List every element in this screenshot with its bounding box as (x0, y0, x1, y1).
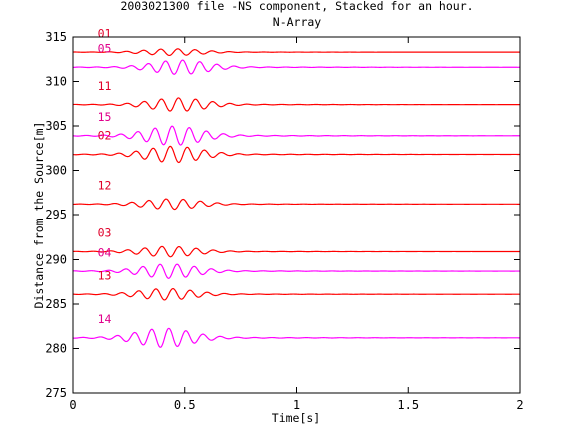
x-tick-label: 2 (516, 398, 523, 412)
trace-line-14 (72, 327, 521, 348)
y-tick-label: 290 (45, 253, 67, 267)
x-axis-label: Time[s] (272, 411, 320, 425)
trace-line-01 (72, 48, 520, 57)
trace-line-04 (72, 263, 520, 279)
y-tick-label: 285 (45, 297, 67, 311)
ticks-group: 275 280 285 290 295 300 305 310 315 0 0.5 1 1.5 2 (45, 30, 523, 412)
trace-line-12 (72, 198, 521, 211)
y-tick-label: 275 (45, 386, 67, 400)
plot-frame (72, 36, 521, 394)
trace-line-11 (72, 97, 521, 112)
trace-label-01: 01 (98, 26, 112, 40)
x-tick-label: 1 (293, 398, 300, 412)
trace-label-11: 11 (98, 79, 112, 93)
y-tick-label: 280 (45, 342, 67, 356)
trace-label-14: 14 (98, 312, 112, 326)
chart-subtitle: N-Array (273, 15, 322, 29)
trace-label-04: 04 (98, 245, 112, 259)
trace-line-03 (72, 245, 520, 258)
trace-line-13 (72, 288, 520, 301)
trace-line-15 (72, 125, 521, 146)
trace-line-05 (72, 59, 520, 75)
x-tick-label: 1.5 (397, 398, 419, 412)
y-tick-label: 300 (45, 164, 67, 178)
chart-title: 2003021300 file -NS component, Stacked f… (120, 0, 473, 13)
trace-label-12: 12 (98, 179, 112, 193)
trace-line-02 (72, 145, 521, 164)
y-tick-label: 305 (45, 119, 67, 133)
y-tick-label: 295 (45, 208, 67, 222)
x-tick-label: 0 (69, 398, 76, 412)
y-tick-label: 310 (45, 75, 67, 89)
trace-label-02: 02 (98, 129, 112, 143)
trace-label-13: 13 (98, 268, 112, 282)
trace-label-15: 15 (98, 110, 112, 124)
trace-label-05: 05 (98, 41, 112, 55)
x-tick-label: 0.5 (174, 398, 196, 412)
trace-label-03: 03 (98, 226, 112, 240)
y-axis-label: Distance from the Source[m] (32, 122, 46, 309)
y-tick-label: 315 (45, 30, 67, 44)
